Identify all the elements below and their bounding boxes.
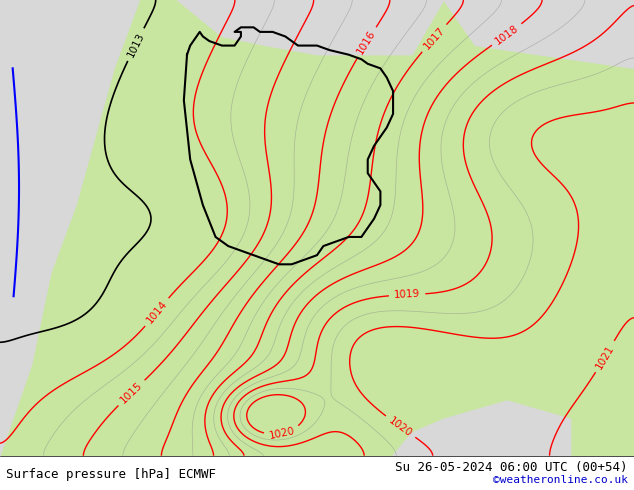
Text: 1021: 1021 (594, 343, 616, 370)
Polygon shape (0, 0, 139, 456)
Text: 1019: 1019 (394, 289, 420, 300)
Text: 1015: 1015 (119, 380, 145, 406)
Polygon shape (444, 0, 634, 69)
Text: ©weatheronline.co.uk: ©weatheronline.co.uk (493, 475, 628, 485)
Text: 1020: 1020 (268, 426, 296, 441)
Text: 1018: 1018 (493, 23, 521, 47)
Text: 1016: 1016 (356, 29, 378, 56)
Text: Su 26-05-2024 06:00 UTC (00+54): Su 26-05-2024 06:00 UTC (00+54) (395, 461, 628, 474)
Text: 1013: 1013 (126, 30, 146, 59)
Polygon shape (178, 0, 444, 55)
Polygon shape (393, 401, 571, 456)
Text: Surface pressure [hPa] ECMWF: Surface pressure [hPa] ECMWF (6, 467, 216, 481)
Text: 1020: 1020 (387, 415, 414, 439)
Text: 1014: 1014 (145, 299, 169, 325)
Text: 1017: 1017 (422, 25, 447, 51)
